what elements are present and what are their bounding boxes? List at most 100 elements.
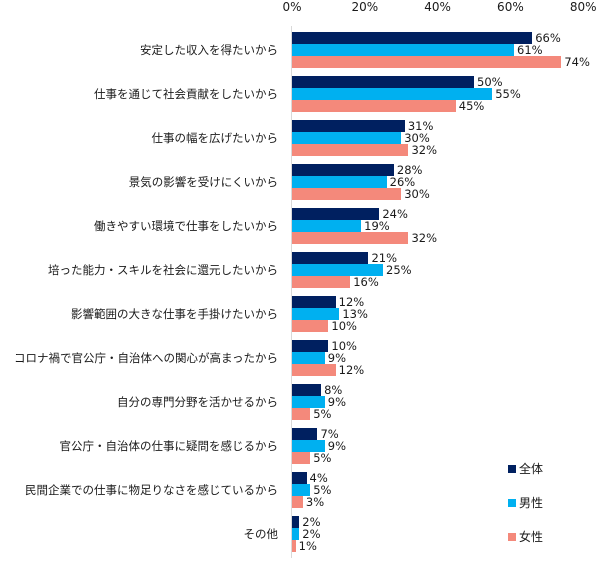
legend-label: 全体 — [519, 462, 544, 476]
bar-value-label: 5% — [313, 407, 332, 421]
bar-value-label: 9% — [327, 395, 346, 409]
legend-swatch-icon — [508, 498, 516, 507]
bar-value-label: 61% — [517, 43, 543, 57]
bar-value-label: 28% — [396, 163, 423, 177]
bar — [292, 484, 311, 496]
bar-value-label: 32% — [411, 143, 438, 157]
bar-value-label: 5% — [313, 483, 332, 497]
bar-value-label: 24% — [382, 207, 408, 221]
bar-value-label: 9% — [327, 351, 346, 365]
bar — [292, 528, 300, 540]
category-label: 官公庁・自治体の仕事に疑問を感じるから — [59, 439, 279, 453]
bar-value-label: 4% — [309, 471, 328, 485]
bar-value-label: 10% — [331, 319, 357, 333]
bar — [292, 352, 325, 364]
legend-swatch-icon — [508, 532, 516, 541]
bar-value-label: 1% — [298, 539, 317, 553]
bar — [292, 44, 515, 56]
bar — [292, 88, 493, 100]
category-label: 働きやすい環境で仕事をしたいから — [94, 219, 278, 233]
bar — [292, 132, 402, 144]
bar — [292, 320, 329, 332]
category-label: コロナ禍で官公庁・自治体への関心が高まったから — [13, 351, 278, 365]
category-label: その他 — [243, 527, 279, 541]
bar-value-label: 19% — [364, 219, 390, 233]
bar — [292, 516, 300, 528]
x-tick-label: 20% — [351, 0, 379, 14]
bar — [292, 428, 318, 440]
x-tick-label: 60% — [497, 0, 524, 14]
bar-value-label: 7% — [320, 427, 339, 441]
bar-value-label: 55% — [495, 87, 521, 101]
bar-value-label: 10% — [331, 339, 357, 353]
category-label: 安定した収入を得たいから — [140, 43, 278, 57]
bar — [292, 232, 409, 244]
bar-value-label: 8% — [324, 383, 343, 397]
bar-value-label: 3% — [305, 495, 325, 509]
bar-value-label: 30% — [404, 131, 430, 145]
legend-item: 女性 — [508, 528, 543, 545]
category-label: 景気の影響を受けにくいから — [128, 175, 278, 189]
bar-value-label: 16% — [353, 275, 379, 289]
bar-value-label: 50% — [477, 75, 503, 89]
bar — [292, 176, 387, 188]
bar — [292, 308, 340, 320]
bar-value-label: 31% — [407, 119, 434, 133]
bar-value-label: 9% — [327, 439, 346, 453]
legend-item: 男性 — [508, 494, 543, 511]
bar-value-label: 12% — [338, 295, 365, 309]
bar — [292, 384, 322, 396]
bar — [292, 56, 562, 68]
category-label: 仕事を通じて社会貢献をしたいから — [94, 87, 278, 101]
bar — [292, 220, 362, 232]
category-label: 培った能力・スキルを社会に還元したいから — [48, 263, 278, 277]
bar-value-label: 66% — [535, 31, 561, 45]
bar-value-label: 2% — [302, 515, 321, 529]
x-tick-label: 0% — [282, 0, 302, 14]
x-tick-label: 40% — [424, 0, 451, 14]
bar-value-label: 30% — [404, 187, 430, 201]
bar-value-label: 12% — [338, 363, 365, 377]
bar-value-label: 26% — [389, 175, 416, 189]
x-tick-label: 80% — [569, 0, 597, 14]
bar — [292, 100, 456, 112]
legend-label: 男性 — [519, 496, 544, 510]
legend-item: 全体 — [508, 460, 543, 477]
y-axis-line — [291, 26, 292, 558]
bar — [292, 540, 296, 552]
bar — [292, 208, 380, 220]
category-label: 影響範囲の大きな仕事を手掛けたいから — [71, 307, 278, 321]
bar — [292, 472, 307, 484]
bar-value-label: 25% — [386, 263, 412, 277]
bar — [292, 296, 336, 308]
bar — [292, 120, 405, 132]
bar — [292, 364, 336, 376]
bar — [292, 408, 311, 420]
bar-value-label: 2% — [302, 527, 321, 541]
category-label: 自分の専門分野を活かせるから — [117, 395, 278, 409]
bar — [292, 496, 303, 508]
bar — [292, 276, 351, 288]
bar — [292, 264, 383, 276]
bar-value-label: 74% — [564, 55, 590, 69]
bar — [292, 32, 533, 44]
bar-value-label: 45% — [458, 99, 485, 113]
legend-swatch-icon — [508, 464, 516, 473]
bar — [292, 340, 329, 352]
bar — [292, 144, 409, 156]
bar — [292, 452, 311, 464]
bar-value-label: 32% — [411, 231, 438, 245]
bar-value-label: 5% — [313, 451, 332, 465]
bar — [292, 252, 369, 264]
category-label: 民間企業での仕事に物足りなさを感じているから — [25, 483, 278, 497]
bar — [292, 188, 402, 200]
bar-value-label: 21% — [371, 251, 397, 265]
bar — [292, 76, 474, 88]
bar — [292, 164, 394, 176]
legend-label: 女性 — [519, 530, 544, 544]
bar-value-label: 13% — [342, 307, 368, 321]
bar — [292, 396, 325, 408]
category-label: 仕事の幅を広げたいから — [151, 131, 279, 145]
bar — [292, 440, 325, 452]
